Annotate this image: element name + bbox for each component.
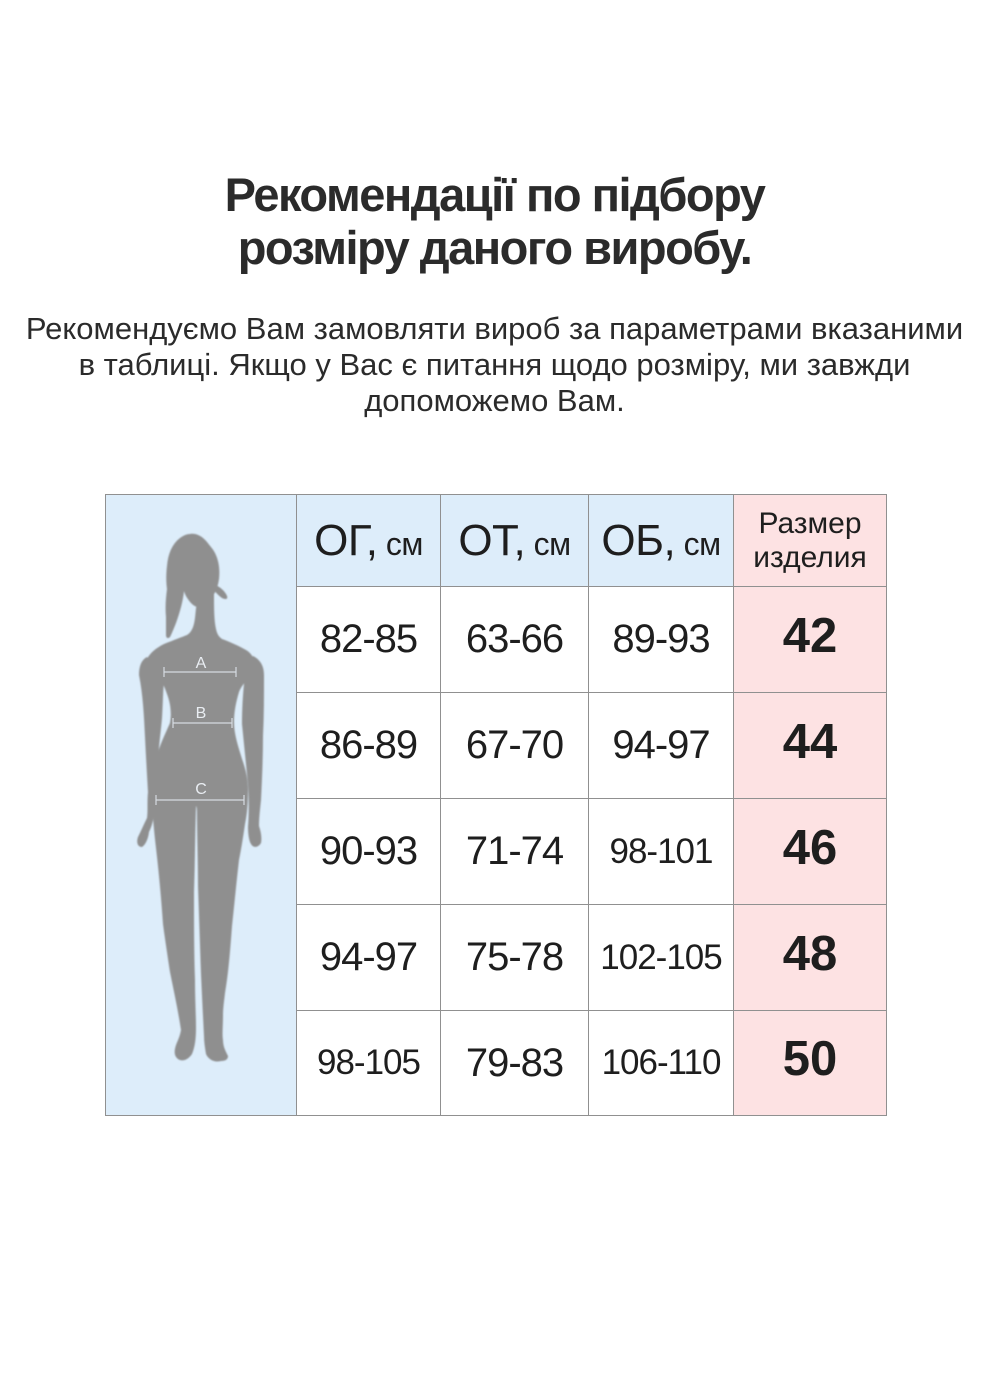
- svg-text:B: B: [196, 705, 207, 722]
- svg-text:C: C: [195, 781, 207, 798]
- svg-text:A: A: [196, 655, 207, 672]
